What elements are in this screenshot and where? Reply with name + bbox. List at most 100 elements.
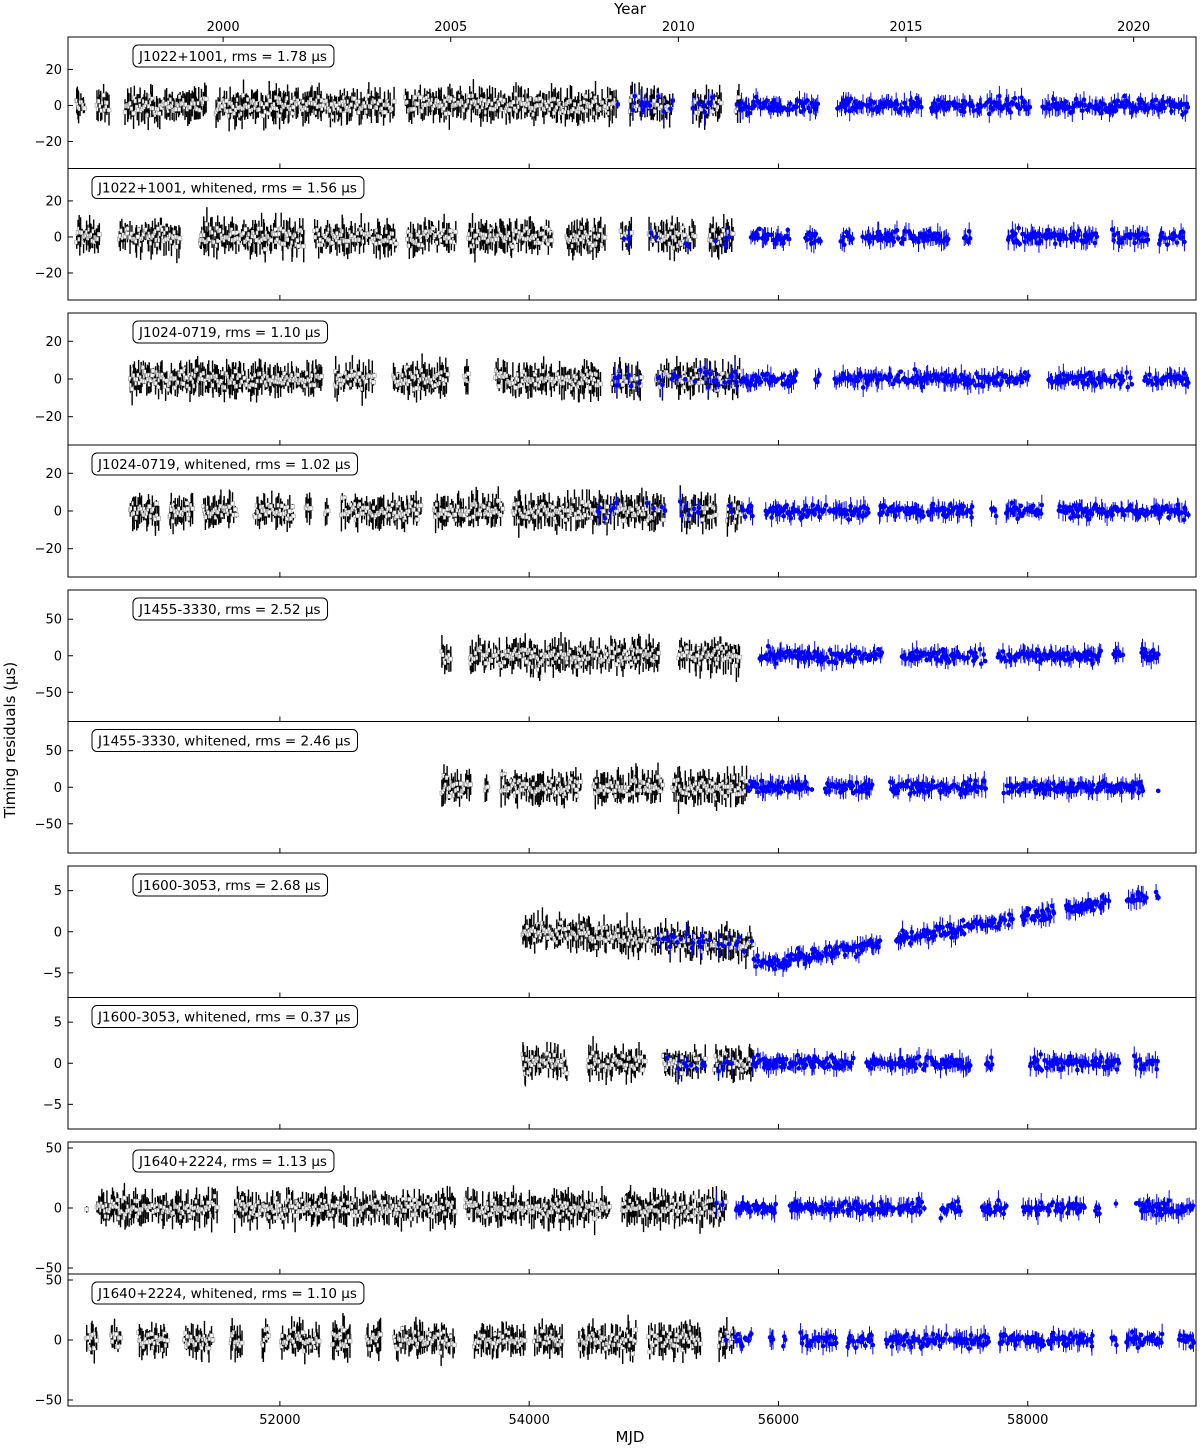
early-point [496, 384, 502, 389]
late-point [656, 94, 661, 99]
late-point [1159, 230, 1164, 236]
early-point [418, 95, 423, 100]
early-point [467, 231, 472, 237]
early-point [412, 94, 418, 100]
late-point [1117, 104, 1123, 109]
early-point [337, 239, 342, 245]
early-point [97, 231, 102, 237]
early-point [150, 96, 155, 102]
early-point [77, 106, 83, 111]
panel-2-frame [67, 168, 1197, 301]
late-point [1038, 238, 1043, 244]
late-point [765, 371, 770, 377]
late-point [815, 101, 821, 107]
early-point [391, 231, 396, 236]
late-point [698, 367, 703, 373]
late-point [1111, 238, 1116, 243]
early-point [519, 382, 524, 388]
late-point [647, 103, 653, 108]
early-point [588, 231, 593, 236]
early-point [91, 228, 96, 234]
late-point [621, 236, 627, 242]
early-point [192, 383, 197, 389]
late-point [1022, 239, 1028, 245]
early-point [446, 235, 452, 241]
early-point [737, 369, 742, 374]
early-point [241, 370, 246, 376]
late-point [1092, 240, 1098, 246]
late-point [781, 373, 787, 378]
late-point [627, 235, 632, 241]
late-point [963, 102, 968, 107]
early-point [291, 104, 296, 110]
late-point [901, 236, 906, 242]
late-point [1162, 105, 1167, 111]
late-point [971, 378, 976, 383]
early-point [346, 238, 352, 244]
early-point [289, 99, 295, 104]
late-point [902, 100, 907, 106]
late-point [734, 102, 740, 107]
late-point [727, 235, 732, 240]
early-point [710, 228, 716, 233]
late-point [1026, 373, 1031, 379]
early-point [390, 106, 396, 112]
early-point [507, 107, 513, 113]
early-point [438, 380, 443, 386]
early-point [549, 237, 555, 243]
late-point [925, 237, 931, 243]
late-point [1169, 108, 1174, 114]
late-point [891, 239, 897, 245]
early-point [150, 368, 156, 374]
late-point [1016, 225, 1021, 231]
late-point [644, 100, 650, 106]
late-point [661, 109, 667, 114]
early-point [131, 111, 136, 116]
late-point [841, 234, 846, 240]
late-point [675, 374, 681, 380]
early-point [233, 369, 238, 374]
late-point [722, 380, 727, 385]
late-point [997, 93, 1002, 99]
late-point [890, 381, 896, 387]
late-point [1037, 231, 1042, 237]
early-point [411, 106, 417, 112]
early-point [82, 105, 87, 111]
late-point [755, 235, 761, 241]
late-point [1132, 240, 1137, 246]
panel-2-markers [74, 207, 1187, 264]
late-point [648, 230, 654, 236]
early-point [482, 98, 487, 103]
early-point [106, 107, 112, 113]
late-point [628, 383, 634, 389]
late-point [860, 102, 866, 107]
late-point [945, 236, 951, 242]
late-point [1022, 370, 1028, 375]
early-point [177, 236, 183, 241]
late-point [847, 108, 853, 114]
late-point [705, 385, 711, 390]
early-point [391, 99, 397, 104]
late-point [683, 377, 688, 382]
early-point [157, 237, 162, 243]
late-point [911, 100, 917, 106]
late-point [1113, 108, 1119, 113]
early-point [676, 232, 682, 237]
late-point [1009, 374, 1015, 380]
late-point [710, 94, 715, 100]
early-point [448, 228, 453, 234]
late-point [696, 101, 701, 106]
early-point [145, 112, 151, 118]
early-point [620, 382, 626, 387]
early-point [122, 109, 128, 115]
late-point [704, 369, 710, 375]
late-point [1047, 106, 1052, 112]
early-point [364, 379, 369, 384]
late-point [855, 375, 860, 380]
late-point [713, 378, 719, 383]
late-point [1115, 98, 1121, 104]
late-point [860, 385, 866, 390]
late-point [786, 383, 792, 389]
early-point [95, 236, 101, 242]
